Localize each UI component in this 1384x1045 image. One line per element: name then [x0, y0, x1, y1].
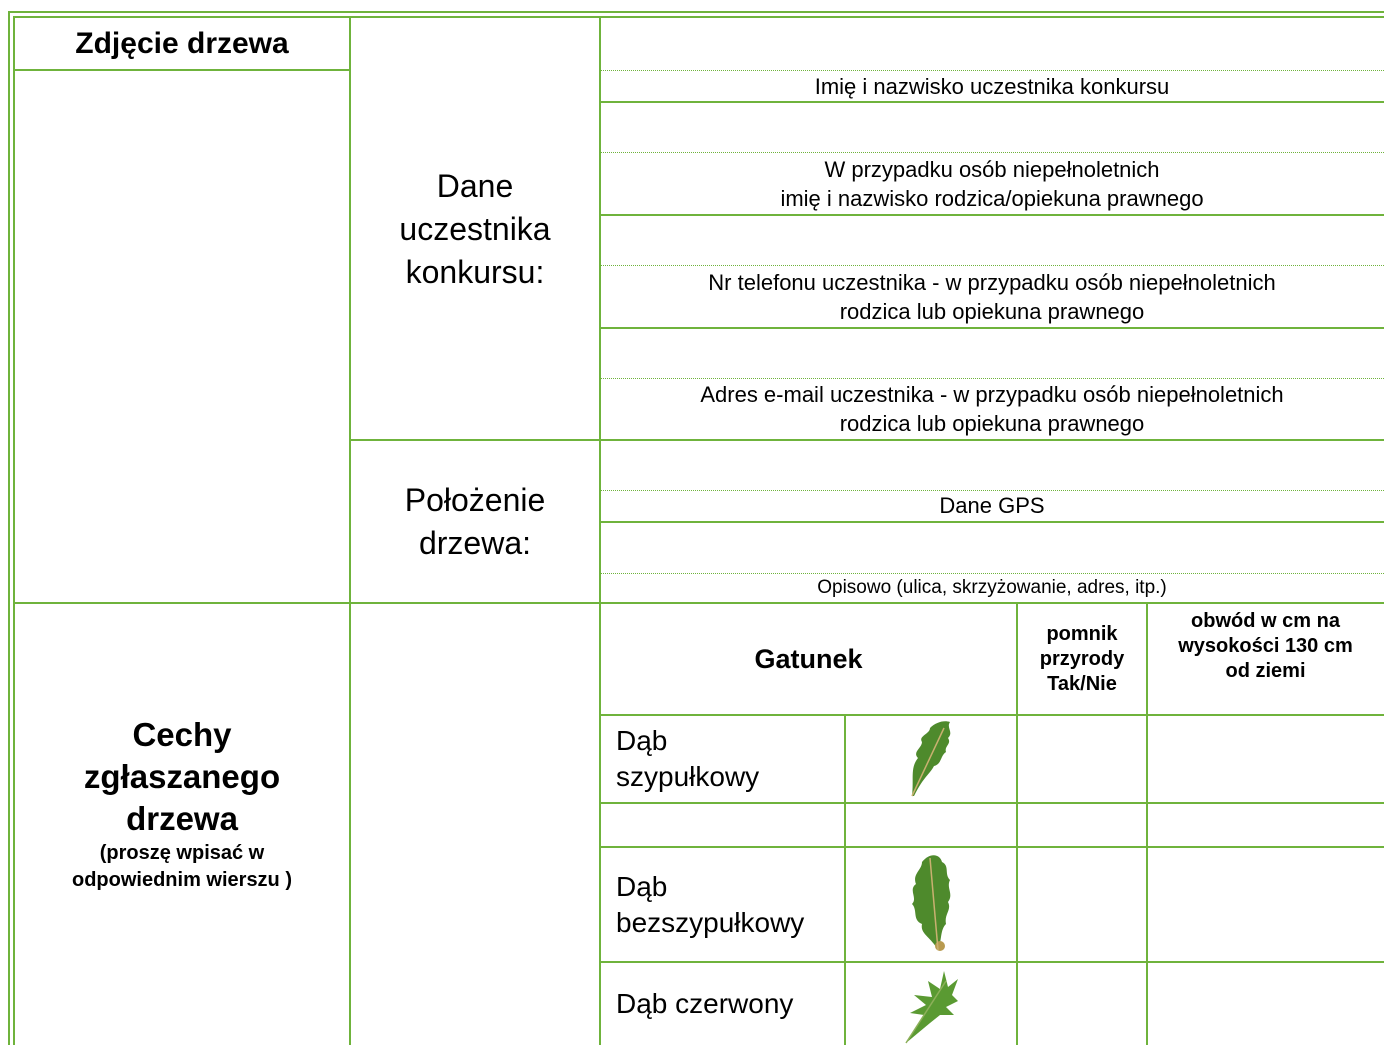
leaf-icon [905, 971, 958, 1044]
text-line: od ziemi [1225, 660, 1306, 682]
text-line: Gatunek [754, 643, 863, 674]
text-line: wysokości 130 cm [1178, 635, 1353, 657]
rule [8, 11, 1384, 13]
field-label: Opisowo (ulica, skrzyżowanie, adres, itp… [600, 574, 1384, 602]
text-line: bezszypułkowy [616, 906, 805, 938]
text-line: Położenie [404, 481, 546, 518]
field-label: Adres e-mail uczestnika - w przypadku os… [600, 379, 1384, 439]
text-line: W przypadku osób niepełnoletnich [824, 156, 1160, 182]
text-line: (proszę wpisać w [99, 842, 265, 864]
leaf-icon [911, 721, 951, 797]
rule [599, 18, 601, 1045]
text-line: Dąb [616, 725, 668, 756]
rule [1016, 603, 1018, 1045]
rule [349, 18, 351, 1045]
rule [600, 378, 1384, 379]
section-label: Położenie drzewa: [350, 440, 600, 603]
rule [600, 573, 1384, 574]
text-line: przyrody [1039, 647, 1125, 670]
rule [600, 714, 1384, 716]
text-line: drzewa: [418, 524, 532, 561]
rule [14, 602, 1384, 604]
field-label: Dane GPS [600, 491, 1384, 521]
rule [600, 152, 1384, 153]
rule [600, 265, 1384, 266]
features-note: (proszę wpisać w odpowiednim wierszu ) [72, 840, 292, 894]
text-line: konkursu: [405, 253, 545, 290]
text-line: obwód w cm na [1191, 610, 1340, 632]
rule [14, 69, 350, 71]
leaf-icon [912, 855, 951, 951]
features-label: Cechy zgłaszanego drzewa (proszę wpisać w od… [14, 603, 350, 1045]
rule [13, 16, 1384, 18]
rule [600, 961, 1384, 963]
rule [600, 846, 1384, 848]
section-label: Dane uczestnika konkursu: [350, 18, 600, 440]
rule [600, 521, 1384, 523]
text-line: szypułkowy [616, 761, 760, 792]
field-label: Nr telefonu uczestnika - w przypadku osó… [600, 266, 1384, 327]
text-line: pomnik [1046, 622, 1118, 645]
rule [600, 327, 1384, 329]
text-line: drzewa [126, 800, 238, 837]
column-header: pomnik przyrody Tak/Nie [1017, 603, 1147, 715]
species-name: Dąb szypułkowy [616, 715, 845, 803]
column-header: Gatunek [600, 603, 1017, 715]
features-title: Cechy zgłaszanego drzewa [84, 714, 280, 840]
text-line: imię i nazwisko rodzica/opiekuna prawneg… [780, 185, 1204, 211]
text-line: Dane GPS [939, 493, 1045, 518]
text-line: zgłaszanego [83, 758, 281, 795]
species-name: Dąb czerwony [616, 962, 845, 1045]
text-line: Dąb czerwony [616, 987, 794, 1019]
text-line: Dąb [616, 870, 668, 902]
rule [844, 715, 846, 1045]
text-line: rodzica lub opiekuna prawnego [839, 298, 1145, 324]
rule [8, 11, 10, 1045]
rule [13, 16, 15, 1045]
rule [600, 802, 1384, 804]
text-line: Nr telefonu uczestnika - w przypadku osó… [708, 269, 1276, 295]
rule [600, 70, 1384, 71]
text-line: rodzica lub opiekuna prawnego [839, 411, 1145, 436]
text-line: Cechy [132, 716, 232, 753]
photo-title: Zdjęcie drzewa [75, 26, 289, 60]
text-line: Dane [436, 167, 514, 204]
rule [1146, 603, 1148, 1045]
text-line: Imię i nazwisko uczestnika konkursu [814, 73, 1170, 99]
species-name: Dąb bezszypułkowy [616, 847, 845, 962]
rule [600, 214, 1384, 216]
column-header: obwód w cm na wysokości 130 cm od ziemi [1147, 603, 1384, 690]
rule [600, 101, 1384, 103]
text-line: Adres e-mail uczestnika - w przypadku os… [700, 382, 1284, 407]
text-line: uczestnika [399, 210, 551, 247]
rule [600, 490, 1384, 491]
text-line: Tak/Nie [1047, 672, 1117, 695]
text-line: Opisowo (ulica, skrzyżowanie, adres, itp… [817, 577, 1167, 598]
rule [350, 439, 1384, 441]
field-label: W przypadku osób niepełnoletnich imię i n… [600, 153, 1384, 214]
text-line: odpowiednim wierszu ) [71, 869, 292, 891]
field-label: Imię i nazwisko uczestnika konkursu [600, 71, 1384, 101]
